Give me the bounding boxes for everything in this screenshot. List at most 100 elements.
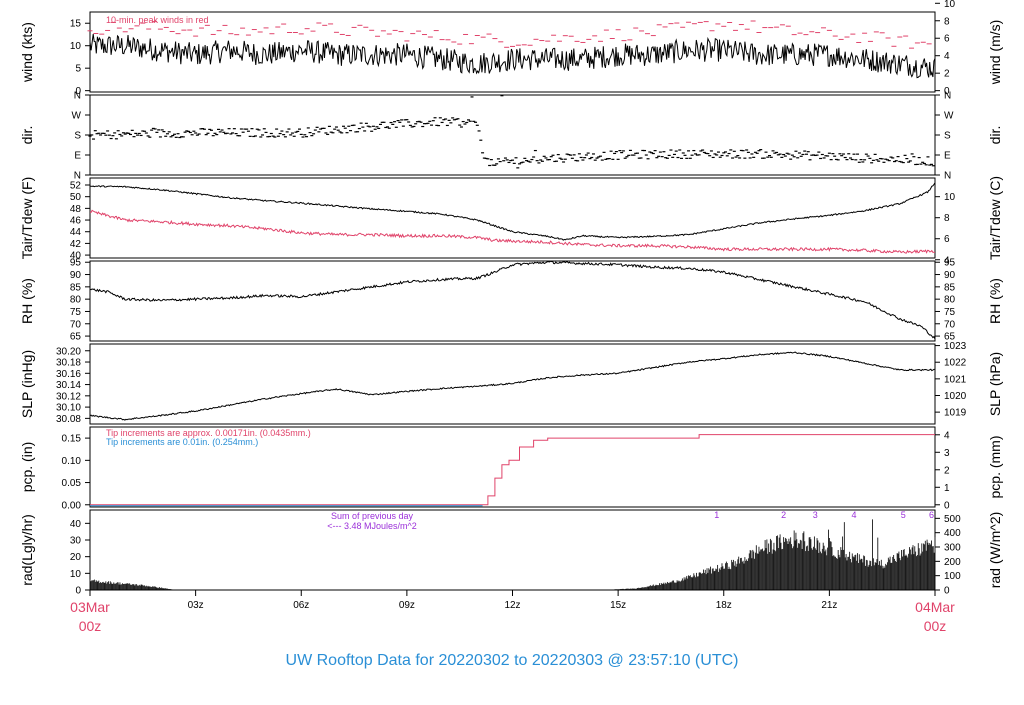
- rad-right-tick-label: 0: [944, 586, 950, 597]
- dir-left-tick-label: W: [72, 111, 82, 122]
- slp-series-line: [89, 351, 935, 421]
- rh-right-tick-label: 65: [944, 332, 956, 343]
- rad-left-tick-label: 10: [70, 569, 82, 580]
- rh-series-line: [89, 260, 936, 340]
- slp-left-tick-label: 30.08: [56, 414, 81, 425]
- rad-marker-label: 1: [714, 510, 719, 520]
- x-end-date-label: 04Mar: [915, 599, 955, 615]
- temp-left-tick-label: 46: [70, 216, 82, 227]
- temp-tdew-series-line: [89, 209, 935, 254]
- x-start-date-label: 03Mar: [70, 599, 110, 615]
- pcp-ylabel-left: pcp. (in): [19, 442, 35, 493]
- wind-ylabel-right: wind (m/s): [987, 20, 1003, 86]
- rh-left-tick-label: 90: [70, 270, 82, 281]
- wind-right-tick-label: 10: [944, 0, 956, 10]
- temp-tair-series-line: [89, 182, 936, 241]
- temp-left-tick-label: 44: [70, 227, 82, 238]
- wind-ylabel-left: wind (kts): [19, 22, 35, 83]
- temp-right-tick-label: 4: [944, 255, 950, 266]
- pcp-ylabel-right: pcp. (mm): [987, 436, 1003, 499]
- slp-right-tick-label: 1022: [944, 358, 967, 369]
- pcp-note-blue: Tip increments are 0.01in. (0.254mm.): [106, 437, 258, 447]
- temp-left-tick-label: 40: [70, 251, 82, 262]
- wind-left-tick-label: 15: [70, 19, 82, 30]
- rh-left-tick-label: 75: [70, 307, 82, 318]
- rh-right-tick-label: 90: [944, 270, 956, 281]
- rad-ylabel-right: rad (W/m^2): [987, 512, 1003, 589]
- pcp-left-tick-label: 0.10: [62, 456, 82, 467]
- x-tick-label: 09z: [399, 600, 415, 611]
- rad-right-tick-label: 500: [944, 514, 961, 525]
- pcp-right-tick-label: 3: [944, 448, 950, 459]
- x-tick-label: 15z: [610, 600, 626, 611]
- dir-right-tick-label: S: [944, 131, 951, 142]
- slp-left-tick-label: 30.16: [56, 369, 81, 380]
- rad-right-tick-label: 100: [944, 571, 961, 582]
- wind-right-tick-label: 8: [944, 16, 950, 27]
- rad-note-line1: Sum of previous day: [331, 511, 414, 521]
- temp-left-tick-label: 48: [70, 204, 82, 215]
- temp-left-tick-label: 50: [70, 192, 82, 203]
- slp-left-tick-label: 30.14: [56, 380, 81, 391]
- rh-left-tick-label: 85: [70, 282, 82, 293]
- dir-right-tick-label: W: [944, 111, 954, 122]
- rh-right-tick-label: 80: [944, 295, 956, 306]
- slp-left-tick-label: 30.10: [56, 403, 81, 414]
- rad-ylabel-left: rad(Lgly/hr): [19, 514, 35, 586]
- rad-note-line2: <--- 3.48 MJoules/m^2: [327, 521, 417, 531]
- dir-ylabel-right: dir.: [987, 126, 1003, 145]
- rh-panel-frame: [89, 260, 936, 342]
- rh-right-tick-label: 95: [944, 258, 956, 269]
- slp-ylabel-left: SLP (inHg): [19, 350, 35, 418]
- chart-title: UW Rooftop Data for 20220302 to 20220303…: [286, 652, 739, 669]
- temp-left-tick-label: 52: [70, 181, 82, 192]
- rad-marker-label: 4: [852, 510, 857, 520]
- rad-left-tick-label: 0: [75, 586, 81, 597]
- slp-left-tick-label: 30.18: [56, 358, 81, 369]
- rh-left-tick-label: 70: [70, 319, 82, 330]
- temp-right-tick-label: 6: [944, 234, 950, 245]
- slp-right-tick-label: 1023: [944, 341, 967, 352]
- pcp-red-step-line: [89, 434, 935, 506]
- rad-right-tick-label: 400: [944, 528, 961, 539]
- wind-left-tick-label: 5: [75, 64, 81, 75]
- rh-left-tick-label: 95: [70, 258, 82, 269]
- pcp-right-tick-label: 4: [944, 430, 950, 441]
- dir-right-tick-label: N: [944, 171, 951, 182]
- rh-left-tick-label: 65: [70, 332, 82, 343]
- wind-right-tick-label: 4: [944, 51, 950, 62]
- rad-marker-label: 2: [781, 510, 786, 520]
- pcp-right-tick-label: 0: [944, 500, 950, 511]
- temp-right-tick-label: 10: [944, 192, 956, 203]
- wind-right-tick-label: 0: [944, 86, 950, 97]
- rad-right-tick-label: 200: [944, 557, 961, 568]
- rad-marker-label: 3: [813, 510, 818, 520]
- dir-left-tick-label: E: [74, 151, 81, 162]
- x-start-hour-label: 00z: [79, 618, 102, 634]
- slp-left-tick-label: 30.20: [56, 346, 81, 357]
- x-end-hour-label: 00z: [924, 618, 947, 634]
- x-tick-label: 18z: [716, 600, 732, 611]
- rad-left-tick-label: 20: [70, 552, 82, 563]
- rad-left-tick-label: 30: [70, 536, 82, 547]
- temp-left-tick-label: 42: [70, 239, 82, 250]
- pcp-right-tick-label: 2: [944, 465, 950, 476]
- x-tick-label: 21z: [821, 600, 837, 611]
- pcp-left-tick-label: 0.00: [62, 500, 82, 511]
- wind-series-line: [89, 34, 936, 79]
- temp-right-tick-label: 8: [944, 213, 950, 224]
- slp-right-tick-label: 1019: [944, 408, 967, 419]
- pcp-note-red: Tip increments are approx. 0.00171in. (0…: [106, 428, 311, 438]
- wind-left-tick-label: 0: [75, 86, 81, 97]
- wind-panel-frame: [89, 11, 936, 93]
- pcp-right-tick-label: 1: [944, 483, 950, 494]
- temp-ylabel-left: Tair/Tdew (F): [19, 177, 35, 259]
- x-tick-label: 06z: [293, 600, 309, 611]
- wind-right-tick-label: 6: [944, 34, 950, 45]
- rh-ylabel-right: RH (%): [987, 278, 1003, 324]
- rad-left-tick-label: 40: [70, 519, 82, 530]
- dir-right-tick-label: N: [944, 91, 951, 102]
- wind-note: 10-min. peak winds in red: [106, 15, 209, 25]
